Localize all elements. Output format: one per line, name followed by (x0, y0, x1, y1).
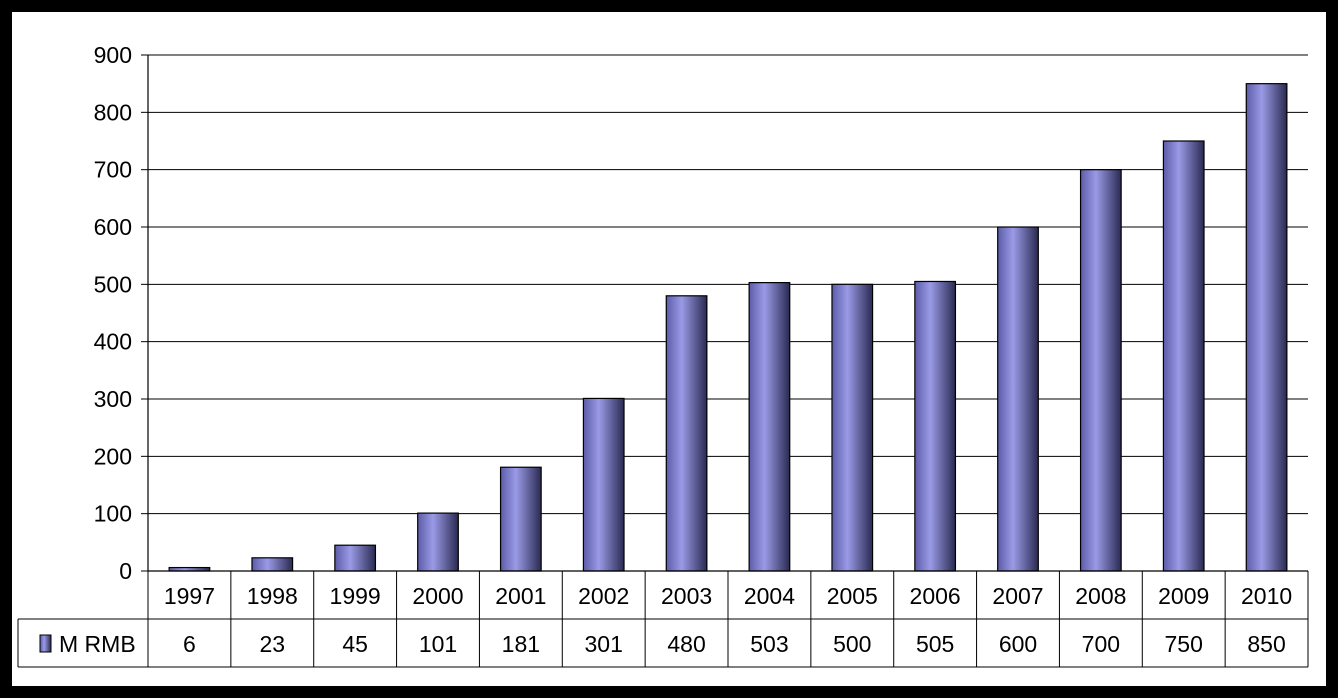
data-value-label-2004: 503 (750, 631, 788, 657)
bar-2009 (1162, 140, 1205, 572)
y-tick-label-0: 0 (119, 558, 132, 584)
y-tick-label-300: 300 (94, 386, 132, 412)
y-tick-label-900: 900 (94, 42, 132, 68)
data-value-label-2008: 700 (1082, 631, 1120, 657)
data-value-label-2003: 480 (667, 631, 705, 657)
data-value-label-2010: 850 (1247, 631, 1285, 657)
x-category-label-2004: 2004 (744, 583, 795, 609)
data-value-label-2005: 500 (833, 631, 871, 657)
bar-2000 (417, 512, 459, 572)
x-category-label-2001: 2001 (495, 583, 546, 609)
data-value-label-2009: 750 (1165, 631, 1203, 657)
x-category-label-1999: 1999 (330, 583, 381, 609)
bar-chart: 0 100 200 300 400 500 600 700 800 900 1997 6 1998 23… (17, 42, 1309, 668)
bar-2003 (665, 295, 708, 572)
data-value-label-1998: 23 (259, 631, 285, 657)
data-value-label-1997: 6 (183, 631, 196, 657)
y-tick-label-200: 200 (94, 443, 132, 469)
bar-2002 (582, 397, 625, 572)
x-category-label-2009: 2009 (1158, 583, 1209, 609)
x-category-label-1997: 1997 (164, 583, 215, 609)
data-table: 1997 6 1998 23 1999 45 2000 101 2001 181 2002 301 20… (17, 571, 1309, 668)
data-value-label-1999: 45 (342, 631, 368, 657)
bar-2010 (1245, 83, 1288, 572)
data-value-label-2007: 600 (999, 631, 1037, 657)
y-tick-label-500: 500 (94, 271, 132, 297)
bar-1999 (334, 544, 377, 572)
data-value-label-2006: 505 (916, 631, 954, 657)
chart-frame: 0 100 200 300 400 500 600 700 800 900 1997 6 1998 23… (12, 12, 1326, 686)
y-tick-label-700: 700 (94, 157, 132, 183)
bar-1998 (251, 557, 294, 572)
y-tick-label-100: 100 (94, 501, 132, 527)
data-value-label-2000: 101 (419, 631, 457, 657)
y-tick-label-400: 400 (94, 329, 132, 355)
x-category-label-2000: 2000 (412, 583, 463, 609)
x-category-label-2010: 2010 (1241, 583, 1292, 609)
axes (147, 55, 1308, 572)
legend-swatch (39, 634, 52, 653)
bar-2007 (997, 226, 1039, 572)
gridlines (148, 54, 1308, 515)
y-tick-label-800: 800 (94, 99, 132, 125)
x-category-label-2002: 2002 (578, 583, 629, 609)
bar-2006 (914, 280, 957, 572)
data-value-label-2002: 301 (585, 631, 623, 657)
x-category-label-2006: 2006 (910, 583, 961, 609)
bar-2004 (748, 282, 791, 572)
data-value-label-2001: 181 (502, 631, 540, 657)
x-category-label-2007: 2007 (992, 583, 1043, 609)
y-tick-label-600: 600 (94, 214, 132, 240)
legend-label: M RMB (59, 631, 136, 657)
y-axis-ticks: 0 100 200 300 400 500 600 700 800 900 (94, 42, 148, 584)
bar-2005 (831, 283, 874, 572)
x-category-label-1998: 1998 (247, 583, 298, 609)
bar-2001 (499, 466, 542, 572)
bars (168, 83, 1288, 572)
x-category-label-2005: 2005 (827, 583, 878, 609)
x-category-label-2003: 2003 (661, 583, 712, 609)
bar-2008 (1079, 169, 1122, 572)
x-category-label-2008: 2008 (1075, 583, 1126, 609)
